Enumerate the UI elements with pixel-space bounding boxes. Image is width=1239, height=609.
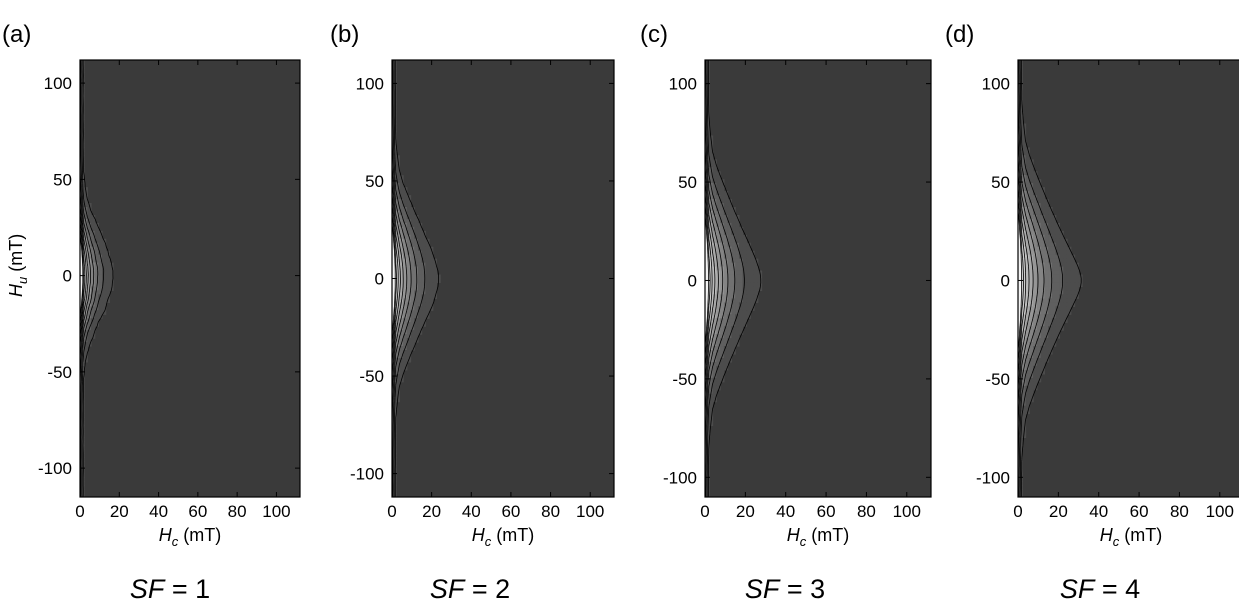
contour-line [708, 60, 762, 497]
x-tick-label: 80 [228, 502, 247, 521]
contour-fill [392, 60, 614, 497]
x-tick-label: 0 [75, 502, 84, 521]
x-tick-label: 40 [149, 502, 168, 521]
contour-line [705, 202, 711, 359]
chart-panel-3: 0 20 40 60 80 100 100 50 0 -50 -100 Hc (mT) (c) SF = … [640, 21, 932, 604]
x-axis-label: Hc (mT) [159, 525, 221, 549]
panel-caption: SF = 4 [1060, 574, 1140, 604]
y-tick-label: 0 [375, 270, 384, 289]
y-axis-label: Hu (mT) [6, 234, 30, 297]
plot-frame [1017, 59, 1239, 498]
panel-caption: SF = 1 [130, 574, 210, 604]
x-tick-label: 20 [110, 502, 129, 521]
contour-line [82, 60, 114, 497]
plot-frame [704, 59, 932, 498]
y-tick-label: -100 [38, 459, 72, 478]
y-tick-label: -100 [350, 465, 384, 484]
contour-line [706, 60, 745, 497]
y-tick-label: 50 [991, 173, 1010, 192]
panel-caption: SF = 3 [745, 574, 825, 604]
y-tick-label: -50 [985, 370, 1010, 389]
y-tick-label: 50 [53, 170, 72, 189]
x-tick-label: 100 [262, 502, 290, 521]
contour-fill [80, 60, 300, 497]
x-tick-label: 0 [387, 502, 396, 521]
x-axis-label: Hc (mT) [787, 525, 849, 549]
y-tick-label: 0 [63, 267, 72, 286]
x-tick-label: 60 [501, 502, 520, 521]
x-axis-label: Hc (mT) [1100, 525, 1162, 549]
contour-line [392, 163, 408, 394]
x-tick-label: 20 [1049, 502, 1068, 521]
y-tick-label: 100 [356, 74, 384, 93]
panel-label: (a) [2, 21, 31, 48]
y-tick-label: -50 [47, 363, 72, 382]
contour-line [392, 127, 412, 429]
contour-line [1018, 60, 1053, 497]
contour-lines [1018, 60, 1082, 497]
contour-line [392, 60, 418, 497]
x-tick-label: 40 [1089, 502, 1108, 521]
x-tick-label: 80 [541, 502, 560, 521]
x-tick-label: 100 [1206, 502, 1234, 521]
x-tick-label: 20 [422, 502, 441, 521]
x-tick-label: 80 [857, 502, 876, 521]
y-tick-label: 100 [982, 75, 1010, 94]
contour-line [705, 60, 736, 497]
y-tick-label: 100 [44, 74, 72, 93]
contour-line [1021, 60, 1082, 497]
panel-label: (b) [330, 21, 359, 48]
y-tick-label: 0 [1001, 271, 1010, 290]
y-tick-label: -50 [672, 370, 697, 389]
panel-label: (d) [945, 21, 974, 48]
contour-line [81, 60, 105, 497]
x-tick-label: 60 [817, 502, 836, 521]
panel-caption: SF = 2 [430, 574, 510, 604]
x-tick-label: 40 [776, 502, 795, 521]
x-tick-label: 60 [188, 502, 207, 521]
x-tick-label: 0 [1013, 502, 1022, 521]
y-tick-label: 0 [688, 271, 697, 290]
contour-line [1019, 60, 1063, 497]
y-tick-label: 100 [669, 75, 697, 94]
contour-line [80, 60, 99, 497]
plot-frame [79, 59, 301, 498]
y-tick-label: -100 [663, 468, 697, 487]
panel-label: (c) [640, 21, 668, 48]
contour-lines [80, 60, 114, 497]
y-tick-label: 50 [678, 173, 697, 192]
y-tick-label: -100 [976, 468, 1010, 487]
contour-line [393, 60, 426, 497]
contour-lines [705, 60, 762, 497]
y-tick-label: 50 [365, 172, 384, 191]
x-tick-label: 20 [736, 502, 755, 521]
x-tick-label: 40 [462, 502, 481, 521]
heatmap-background [80, 60, 300, 497]
contour-line [1018, 91, 1045, 470]
chart-panel-4: 0 20 40 60 80 100 100 50 0 -50 -100 Hc (mT) (d) SF = … [945, 21, 1239, 604]
x-tick-label: 100 [576, 502, 604, 521]
y-tick-label: -50 [359, 367, 384, 386]
x-tick-label: 100 [893, 502, 921, 521]
contour-line [705, 103, 729, 457]
chart-panel-1: 0 20 40 60 80 100 100 50 0 -50 -100 Hc (mT) Hu (mT) (… [2, 21, 301, 604]
contour-line [394, 60, 439, 497]
contour-fill [1018, 60, 1239, 497]
contour-line [705, 179, 716, 382]
x-tick-label: 60 [1130, 502, 1149, 521]
contour-fill [705, 60, 931, 497]
chart-panel-2: 0 20 40 60 80 100 100 50 0 -50 -100 Hc (mT) (b) SF = … [330, 21, 615, 604]
x-axis-label: Hc (mT) [472, 525, 534, 549]
x-tick-label: 0 [700, 502, 709, 521]
x-tick-label: 80 [1170, 502, 1189, 521]
